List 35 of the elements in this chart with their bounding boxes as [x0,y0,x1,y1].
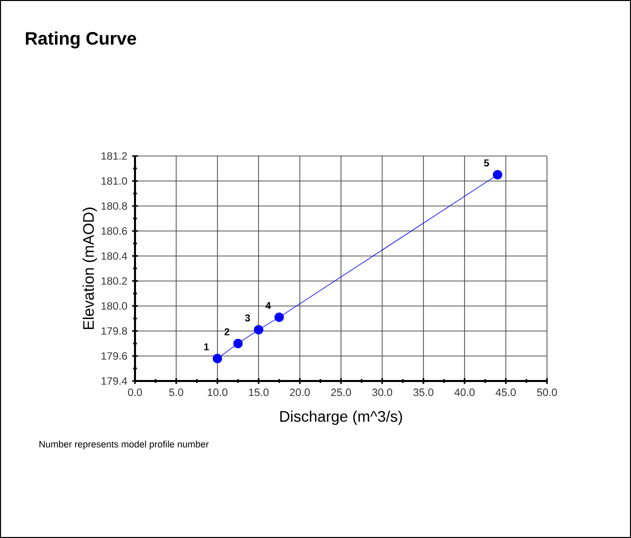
x-tick-label: 45.0 [496,388,516,396]
y-tick-label: 180.0 [102,302,128,310]
point [274,312,284,322]
text: Number represents model profile number [39,440,209,450]
x-tick-label: 20.0 [290,388,310,396]
x-axis-title: Discharge (m^3/s) [280,410,402,425]
y-tick-label: 179.4 [102,377,128,385]
x-tick-label: 10.0 [208,388,228,396]
point [233,338,243,348]
x-tick-label: 5.0 [169,388,184,396]
y-tick-label: 180.8 [102,202,127,210]
annotation: 5 [484,159,490,166]
y-tick-label: 180.2 [102,277,127,285]
annotation: 3 [245,314,250,322]
y-tick-label: 179.6 [102,352,127,360]
y-tick-label: 180.4 [102,252,128,260]
x-tick-label: 40.0 [454,388,475,396]
chart-title: Rating Curve [26,32,136,48]
x-tick-label: 15.0 [249,388,269,396]
annotation: 4 [266,302,271,309]
y-tick-label: 179.8 [102,327,127,335]
point [212,354,222,364]
annotation: 1 [204,343,209,350]
x-tick-label: 35.0 [413,388,434,396]
x-tick-label: 30.0 [372,388,392,396]
y-tick-label: 181.2 [102,152,127,160]
annotation: 2 [224,328,230,336]
x-tick-label: 50.0 [537,388,557,396]
point [254,325,264,334]
y-axis-title: Elevation (mAOD) [82,208,97,330]
point [492,170,502,180]
x-tick-label: 0.0 [128,388,142,396]
y-tick-label: 181.0 [102,177,128,185]
y-tick-label: 180.6 [102,227,127,235]
x-tick-label: 25.0 [331,388,351,396]
